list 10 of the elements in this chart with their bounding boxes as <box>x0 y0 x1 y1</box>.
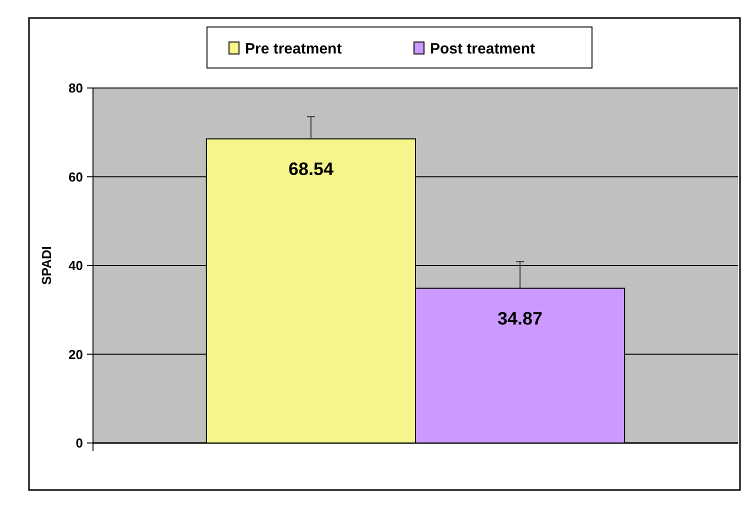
y-tick-label: 60 <box>68 169 83 184</box>
y-tick-label: 80 <box>68 80 83 96</box>
y-tick-label: 0 <box>76 436 83 451</box>
legend-label: Pre treatment <box>245 40 342 58</box>
y-tick-label: 20 <box>68 346 83 362</box>
data-label: 34.87 <box>498 308 543 328</box>
y-tick-label: 40 <box>68 258 83 274</box>
y-axis-title: SPADI <box>39 246 54 285</box>
legend-label: Post treatment <box>430 40 536 58</box>
data-label: 68.54 <box>288 158 334 179</box>
